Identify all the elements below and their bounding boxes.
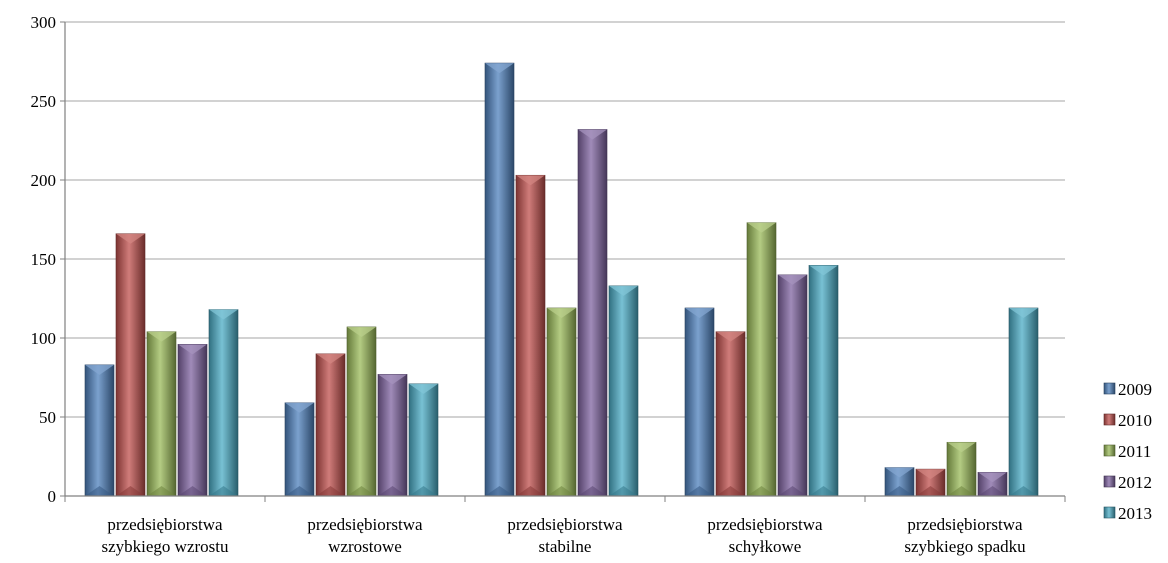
bar (484, 62, 515, 497)
legend-item: 2012 (1103, 473, 1152, 492)
bar (208, 309, 239, 497)
legend-swatch (1103, 413, 1116, 426)
bar (177, 344, 208, 497)
legend-item: 2010 (1103, 411, 1152, 430)
bar (715, 331, 746, 497)
y-tick-label: 150 (31, 250, 57, 269)
bar (946, 441, 977, 497)
legend-label: 2012 (1118, 473, 1152, 492)
legend-swatch (1103, 475, 1116, 488)
bar (746, 222, 777, 497)
x-tick-label: przedsiębiorstwa wzrostowe (307, 515, 423, 556)
bar (146, 331, 177, 497)
legend-item: 2011 (1103, 442, 1151, 461)
x-axis-category-labels: przedsiębiorstwa szybkiego wzrostu przedsi… (101, 515, 1026, 556)
legend-item: 2013 (1103, 504, 1152, 523)
legend-swatch (1103, 444, 1116, 457)
y-tick-label: 250 (31, 92, 57, 111)
bar (315, 353, 346, 497)
bar (408, 383, 439, 497)
legend: 2009 2010 2011 2012 2013 (1103, 380, 1152, 523)
bar (808, 265, 839, 497)
y-tick-label: 100 (31, 329, 57, 348)
x-tick-label: przedsiębiorstwa szybkiego spadku (904, 515, 1026, 556)
legend-label: 2011 (1118, 442, 1151, 461)
x-tick-label: przedsiębiorstwa schyłkowe (707, 515, 823, 556)
y-tick-label: 200 (31, 171, 57, 190)
bar (546, 307, 577, 497)
axes (60, 21, 1066, 502)
bar (577, 129, 608, 497)
bar (977, 471, 1008, 497)
bar (915, 468, 946, 497)
bar (777, 274, 808, 497)
y-tick-label: 50 (39, 408, 56, 427)
bar (115, 233, 146, 497)
bar (684, 307, 715, 497)
bar (84, 364, 115, 497)
y-axis-tick-labels: 0 50 100 150 200 250 300 (31, 13, 57, 506)
bar (608, 285, 639, 497)
bar (515, 174, 546, 497)
x-tick-label: przedsiębiorstwa stabilne (507, 515, 623, 556)
bar (377, 374, 408, 497)
bar (284, 402, 315, 497)
legend-label: 2009 (1118, 380, 1152, 399)
legend-swatch (1103, 382, 1116, 395)
bar (1008, 307, 1039, 497)
bars (84, 62, 1039, 497)
legend-item: 2009 (1103, 380, 1152, 399)
bar (346, 326, 377, 497)
y-tick-label: 0 (48, 487, 57, 506)
legend-swatch (1103, 506, 1116, 519)
x-tick-label: przedsiębiorstwa szybkiego wzrostu (101, 515, 229, 556)
bar (884, 467, 915, 497)
y-tick-label: 300 (31, 13, 57, 32)
legend-label: 2010 (1118, 411, 1152, 430)
legend-label: 2013 (1118, 504, 1152, 523)
